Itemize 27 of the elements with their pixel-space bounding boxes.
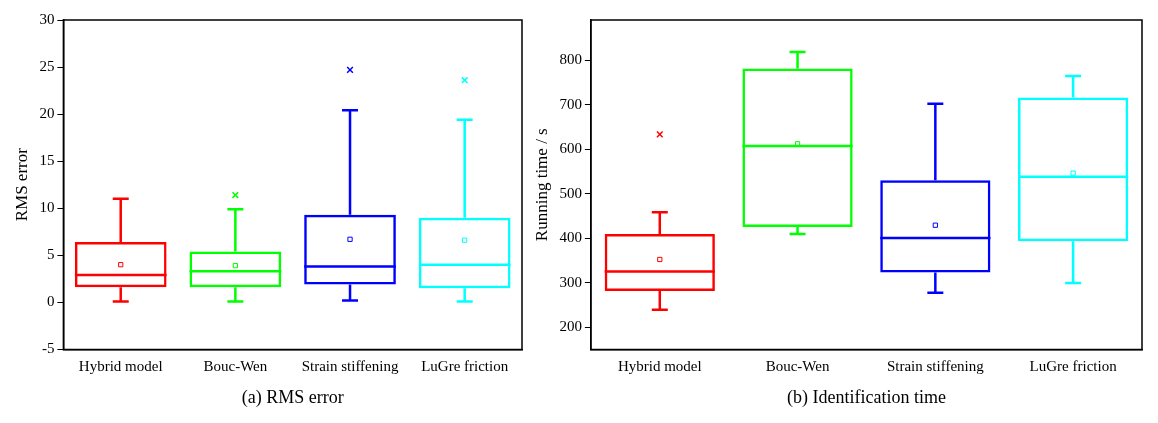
x-tick-label: Hybrid model (617, 358, 702, 375)
y-axis-title: RMS error (11, 147, 31, 222)
x-tick-label: LuGre friction (421, 358, 509, 375)
y-tick-label: 10 (39, 199, 55, 216)
y-tick-label: 700 (559, 95, 582, 112)
y-tick-label: 5 (46, 246, 55, 263)
y-tick-label: 15 (39, 152, 55, 169)
x-tick-label: Strain stiffening (886, 358, 985, 375)
x-tick-label: Bouc-Wen (203, 358, 268, 375)
y-tick-label: 25 (39, 57, 55, 74)
x-axis-title: (a) RMS error (241, 386, 344, 408)
x-tick-label: Strain stiffening (301, 358, 399, 375)
y-tick-label: 30 (39, 10, 55, 27)
y-axis-title: Running time / s (531, 128, 551, 242)
x-tick-label: Bouc-Wen (765, 358, 830, 375)
y-tick-label: 300 (559, 273, 582, 290)
x-tick-label: Hybrid model (78, 358, 163, 375)
y-tick-label: 500 (559, 184, 582, 201)
y-tick-label: 800 (559, 51, 582, 67)
y-tick-label: 600 (559, 140, 582, 157)
y-tick-label: 200 (559, 318, 582, 335)
x-axis-title: (b) Identification time (786, 386, 946, 408)
y-tick-label: 0 (46, 293, 55, 310)
y-tick-label: -5 (41, 340, 55, 357)
y-tick-label: 400 (559, 229, 582, 246)
x-tick-label: LuGre friction (1029, 358, 1118, 375)
y-tick-label: 20 (39, 105, 55, 122)
